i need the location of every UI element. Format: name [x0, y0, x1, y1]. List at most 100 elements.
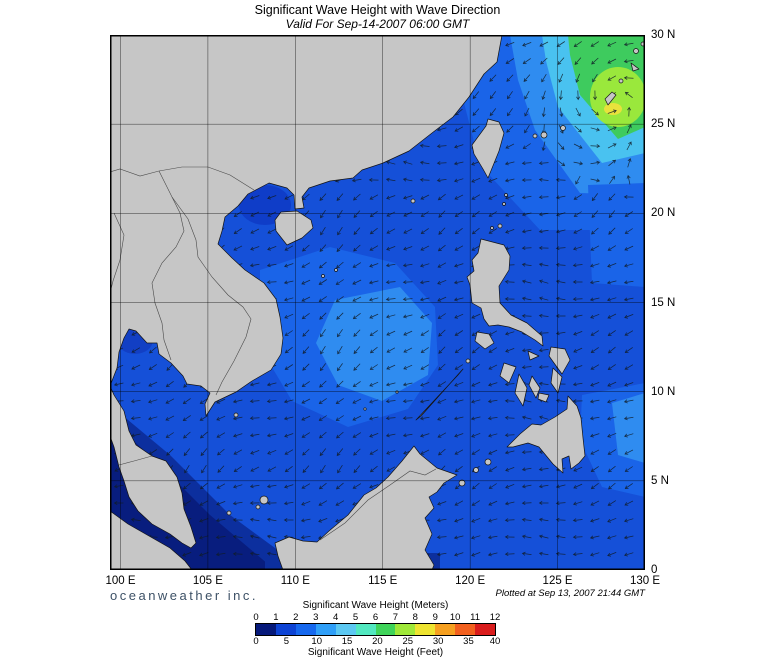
island-anambas — [226, 510, 232, 516]
island-babuyan-1 — [497, 223, 503, 229]
land-leyte — [550, 367, 563, 394]
island-pratas — [410, 198, 416, 204]
meter-tick: 4 — [333, 612, 339, 623]
meter-tick: 12 — [489, 612, 501, 623]
lat-label: 30 N — [651, 29, 676, 41]
colorbar — [255, 623, 496, 636]
meter-tick: 10 — [449, 612, 461, 623]
map-canvas — [109, 34, 646, 571]
meter-tick: 6 — [372, 612, 379, 623]
island-sulu-2 — [473, 467, 479, 473]
land-taiwan — [471, 118, 505, 179]
feet-tick: 30 — [432, 636, 444, 647]
land-luzon — [466, 238, 544, 347]
colorbar-segment-4 — [335, 624, 356, 635]
meter-tick: 7 — [392, 612, 399, 623]
lat-label: 10 N — [651, 385, 676, 398]
feet-tick: 10 — [311, 636, 322, 647]
island-spratly-1 — [363, 407, 367, 411]
meter-tick: 8 — [412, 612, 418, 623]
colorbar-segment-7 — [395, 624, 416, 635]
border-vietnam-laos-cambodia — [158, 170, 252, 396]
lon-label: 130 E — [629, 575, 661, 587]
colorbar-segment-2 — [295, 624, 316, 635]
lat-label: 20 N — [651, 207, 676, 220]
chart-valid-time: Valid For Sep-14-2007 06:00 GMT — [285, 17, 470, 31]
land-hainan — [274, 210, 314, 246]
border-malaysia-thailand — [118, 455, 153, 466]
wave-area-east-mindanao-light — [612, 393, 645, 463]
land-cebu — [528, 375, 541, 399]
map-border — [110, 35, 645, 570]
plotted-timestamp: Plotted at Sep 13, 2007 21:44 GMT — [495, 588, 645, 599]
lon-label: 115 E — [368, 575, 398, 587]
colorbar-segment-11 — [475, 624, 496, 635]
land-panay — [499, 362, 517, 384]
feet-tick: 0 — [253, 636, 259, 647]
meter-tick: 5 — [352, 612, 359, 623]
island-batanes-1 — [502, 202, 506, 206]
border-borneo-internal — [319, 468, 437, 541]
meter-tick: 9 — [432, 612, 438, 623]
island-sulu-1 — [484, 458, 492, 466]
island-sulu-3 — [458, 479, 466, 487]
island-natuna-small — [255, 504, 261, 510]
colorbar-segment-9 — [435, 624, 456, 635]
land-mindanao — [506, 395, 586, 474]
border-china-vietnam — [109, 166, 255, 191]
colorbar-segment-6 — [375, 624, 396, 635]
land-borneo — [274, 445, 458, 571]
feet-tick: 15 — [341, 636, 353, 647]
graticule-grid — [110, 35, 645, 570]
land-okinawa — [604, 91, 617, 106]
wave-area-storm-bright — [590, 67, 646, 127]
feet-tick: 20 — [372, 636, 383, 647]
colorbar-segment-10 — [455, 624, 476, 635]
island-con-son — [233, 412, 239, 418]
island-paracel-1 — [321, 274, 325, 278]
island-batanes-2 — [504, 193, 508, 197]
island-miyako — [560, 125, 566, 131]
island-ryukyu-small-2 — [633, 48, 639, 54]
legend-feet-ticks: 0 5 10 15 20 25 30 35 40 — [253, 636, 500, 647]
land-mindoro — [474, 331, 495, 350]
chart-title: Significant Wave Height with Wave Direct… — [254, 3, 501, 17]
lat-label: 0 — [651, 564, 658, 576]
meter-tick: 0 — [253, 612, 259, 623]
lon-label: 125 E — [542, 575, 573, 587]
meter-tick: 11 — [470, 612, 481, 623]
land-masbate — [527, 350, 540, 361]
wave-area-east-edge — [588, 183, 645, 287]
lon-label: 110 E — [280, 575, 310, 587]
colorbar-segment-1 — [275, 624, 296, 635]
colorbar-segment-0 — [256, 624, 276, 635]
land-bohol — [537, 392, 550, 403]
land-samar — [548, 346, 571, 375]
legend-meter-ticks: 0 1 2 3 4 5 6 7 8 9 10 11 12 — [253, 612, 500, 623]
land-negros — [514, 373, 528, 407]
feet-tick: 5 — [283, 636, 289, 647]
colorbar-segment-8 — [415, 624, 436, 635]
colorbar-segment-3 — [315, 624, 336, 635]
lon-label: 120 E — [455, 575, 486, 587]
meter-tick: 3 — [313, 612, 319, 623]
lat-label: 25 N — [651, 118, 676, 131]
island-babuyan-2 — [490, 226, 494, 230]
meter-tick: 2 — [293, 612, 299, 623]
land-malay-peninsula — [109, 385, 197, 549]
oceanweather-logo: oceanweather inc. — [110, 588, 259, 603]
lon-label: 105 E — [192, 575, 223, 587]
island-spratly-2 — [395, 390, 399, 394]
feet-tick: 40 — [489, 636, 501, 647]
island-natuna — [259, 495, 269, 505]
border-thailand — [151, 196, 185, 361]
island-ryukyu-small-1 — [618, 78, 624, 84]
island-paracel-2 — [334, 268, 338, 272]
lon-label: 100 E — [105, 575, 136, 587]
map-frame — [109, 34, 646, 571]
meter-tick: 1 — [273, 612, 279, 623]
lat-label: 5 N — [651, 474, 669, 487]
land-amami — [630, 62, 640, 72]
